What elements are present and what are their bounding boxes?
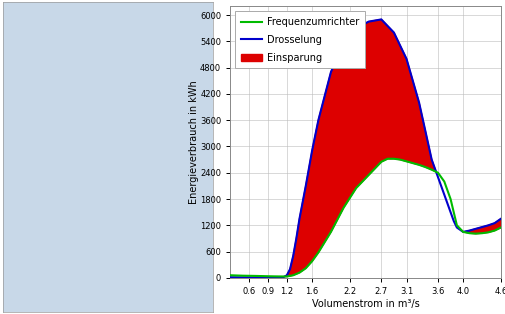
X-axis label: Volumenstrom in m³/s: Volumenstrom in m³/s <box>311 299 419 309</box>
Y-axis label: Energieverbrauch in kWh: Energieverbrauch in kWh <box>188 80 198 204</box>
Legend: Frequenzumrichter, Drosselung, Einsparung: Frequenzumrichter, Drosselung, Einsparun… <box>235 11 365 68</box>
